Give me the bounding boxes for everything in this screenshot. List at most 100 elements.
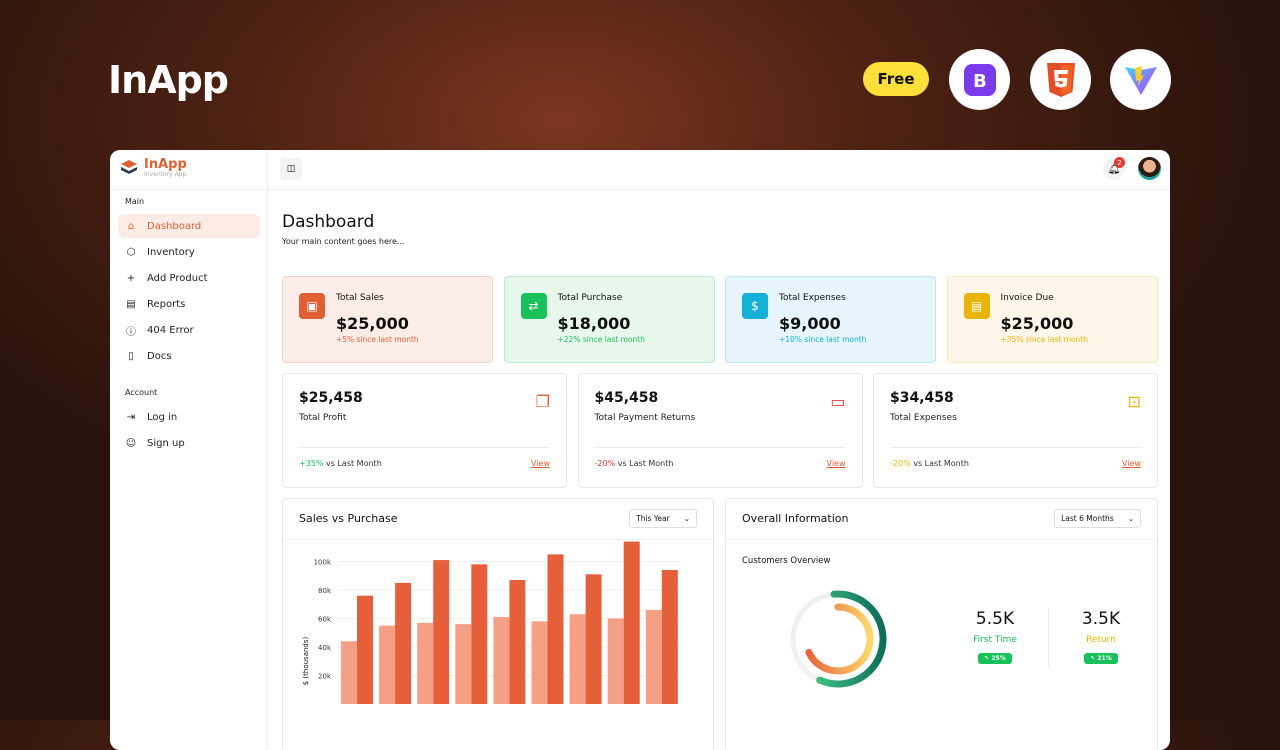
- kpi-card[interactable]: ▤ Invoice Due $25,000 +35% since last mo…: [946, 276, 1158, 363]
- panel-title: Overall Information: [742, 512, 849, 525]
- copy-icon: ❐: [535, 392, 550, 411]
- card-footer: -20% vs Last Month: [890, 459, 969, 468]
- avatar[interactable]: [1138, 157, 1161, 180]
- notification-badge: 2: [1114, 157, 1125, 168]
- bell-icon: 🔔︎: [1107, 163, 1121, 175]
- bootstrap-icon: B: [949, 49, 1010, 110]
- bar-series-1: [645, 609, 662, 704]
- stat-divider: [1048, 609, 1049, 667]
- sidebar-item-label: Dashboard: [147, 220, 202, 232]
- first-time-arc: [789, 590, 887, 688]
- panel-divider: [283, 539, 713, 540]
- bar-series-2: [585, 574, 602, 704]
- page-subtitle: Your main content goes here...: [282, 237, 405, 246]
- stat-label: Return: [1086, 635, 1116, 645]
- bar-series-2: [395, 582, 412, 704]
- bar-series-2: [357, 595, 373, 704]
- bar-series-1: [379, 625, 396, 704]
- bar-series-2: [433, 560, 450, 704]
- section-account: Account: [125, 388, 158, 397]
- sidebar-item-404-error[interactable]: ⓘ 404 Error: [118, 318, 260, 342]
- stat-value: 5.5K: [975, 609, 1015, 629]
- bar-series-2: [547, 554, 564, 704]
- return-arc: [802, 603, 874, 675]
- kpi-label: Total Sales: [336, 293, 384, 303]
- card-value: $45,458: [594, 390, 659, 406]
- vite-icon: [1110, 49, 1171, 110]
- sidebar-item-docs[interactable]: ▯ Docs: [118, 344, 260, 368]
- card-footer: +35% vs Last Month: [299, 459, 382, 468]
- plus-icon: +: [126, 272, 136, 284]
- cash-icon: ⊡: [1127, 392, 1141, 411]
- kpi-card[interactable]: ▣ Total Sales $25,000 +5% since last mon…: [282, 276, 493, 363]
- view-link[interactable]: View: [826, 459, 846, 468]
- card-label: Total Expenses: [890, 413, 957, 423]
- kpi-value: $25,000: [336, 314, 409, 333]
- bar-series-2: [509, 580, 526, 704]
- kpi-value: $9,000: [779, 314, 841, 333]
- sidebar-item-label: Docs: [147, 350, 172, 362]
- view-link[interactable]: View: [1122, 459, 1141, 468]
- arrow-up-icon: ↖: [984, 655, 992, 662]
- y-tick-label: 80k: [318, 587, 332, 595]
- report-icon: ▤: [126, 298, 136, 310]
- summary-card: $34,458 Total Expenses ⊡ -20% vs Last Mo…: [873, 373, 1158, 488]
- card-change: -20%: [890, 459, 911, 468]
- select-value: Last 6 Months: [1061, 514, 1114, 523]
- card-change-suffix: vs Last Month: [617, 459, 674, 468]
- sidebar-item-add-product[interactable]: + Add Product: [118, 266, 260, 290]
- sidebar-item-inventory[interactable]: ⬡ Inventory: [118, 240, 260, 264]
- kpi-change: +35% since last month: [1000, 335, 1088, 344]
- sales-vs-purchase-panel: Sales vs Purchase This Year ⌄ 20k 40k 60k 80…: [282, 498, 714, 750]
- sidebar-item-reports[interactable]: ▤ Reports: [118, 292, 260, 316]
- bar-series-2: [471, 564, 488, 704]
- card-value: $25,458: [299, 390, 363, 406]
- kpi-card[interactable]: ⇄ Total Purchase $18,000 +22% since last…: [503, 276, 715, 363]
- user-plus-icon: ☺: [125, 437, 137, 449]
- period-select[interactable]: Last 6 Months ⌄: [1054, 509, 1141, 528]
- card-footer: -20% vs Last Month: [595, 459, 674, 468]
- file-icon: ▯: [128, 350, 134, 362]
- kpi-change: +10% since last month: [779, 335, 867, 344]
- bar-series-1: [607, 618, 624, 704]
- customers-donut: [789, 590, 887, 688]
- sidebar-item-signup[interactable]: ☺ Sign up: [118, 431, 260, 455]
- kpi-change: +5% since last month: [336, 335, 419, 344]
- app-logo[interactable]: InApp Inventory App: [120, 158, 187, 178]
- alert-circle-icon: ⓘ: [126, 326, 136, 338]
- kpi-label: Total Expenses: [779, 293, 846, 303]
- card-value: $34,458: [890, 390, 954, 406]
- stat-return: 3.5K Return ↖ 21%: [1066, 609, 1136, 664]
- kpi-card[interactable]: $ Total Expenses $9,000 +10% since last …: [725, 276, 936, 363]
- stat-label: First Time: [973, 635, 1017, 645]
- html5-icon: [1030, 49, 1091, 110]
- swap-icon: ⇄: [520, 293, 547, 319]
- sidebar-item-login[interactable]: ⇥ Log in: [118, 405, 260, 429]
- bar-series-2: [623, 541, 640, 704]
- bar-chart: 20k40k60k80k100k120k$ (thousands): [302, 541, 681, 704]
- card-label: Total Profit: [299, 413, 347, 423]
- view-link[interactable]: View: [531, 459, 550, 468]
- bar-series-1: [341, 641, 357, 704]
- y-tick-label: 20k: [318, 673, 332, 681]
- y-tick-label: 40k: [318, 644, 332, 652]
- period-select[interactable]: This Year ⌄: [629, 509, 697, 528]
- home-icon: ⌂: [127, 220, 135, 232]
- stat-badge: ↖ 25%: [978, 653, 1012, 664]
- sidebar-toggle-button[interactable]: ◫: [280, 158, 302, 180]
- app-name: InApp: [144, 157, 187, 172]
- kpi-label: Invoice Due: [1000, 293, 1054, 303]
- card-change: +35%: [299, 459, 324, 468]
- y-tick-label: 100k: [314, 559, 332, 567]
- banner-brand: InApp: [108, 58, 229, 102]
- y-axis-label: $ (thousands): [302, 636, 310, 685]
- app-window: InApp Inventory App Main ⌂ Dashboard ⬡ Inve…: [110, 150, 1170, 750]
- bar-series-1: [493, 617, 510, 704]
- panel-title: Sales vs Purchase: [299, 512, 398, 525]
- bar-series-1: [531, 621, 548, 704]
- sidebar-item-label: 404 Error: [147, 324, 194, 336]
- sidebar-item-dashboard[interactable]: ⌂ Dashboard: [118, 214, 260, 238]
- svg-text:B: B: [973, 71, 987, 92]
- sidebar-item-label: Sign up: [147, 437, 185, 449]
- card-change: -20%: [594, 459, 616, 468]
